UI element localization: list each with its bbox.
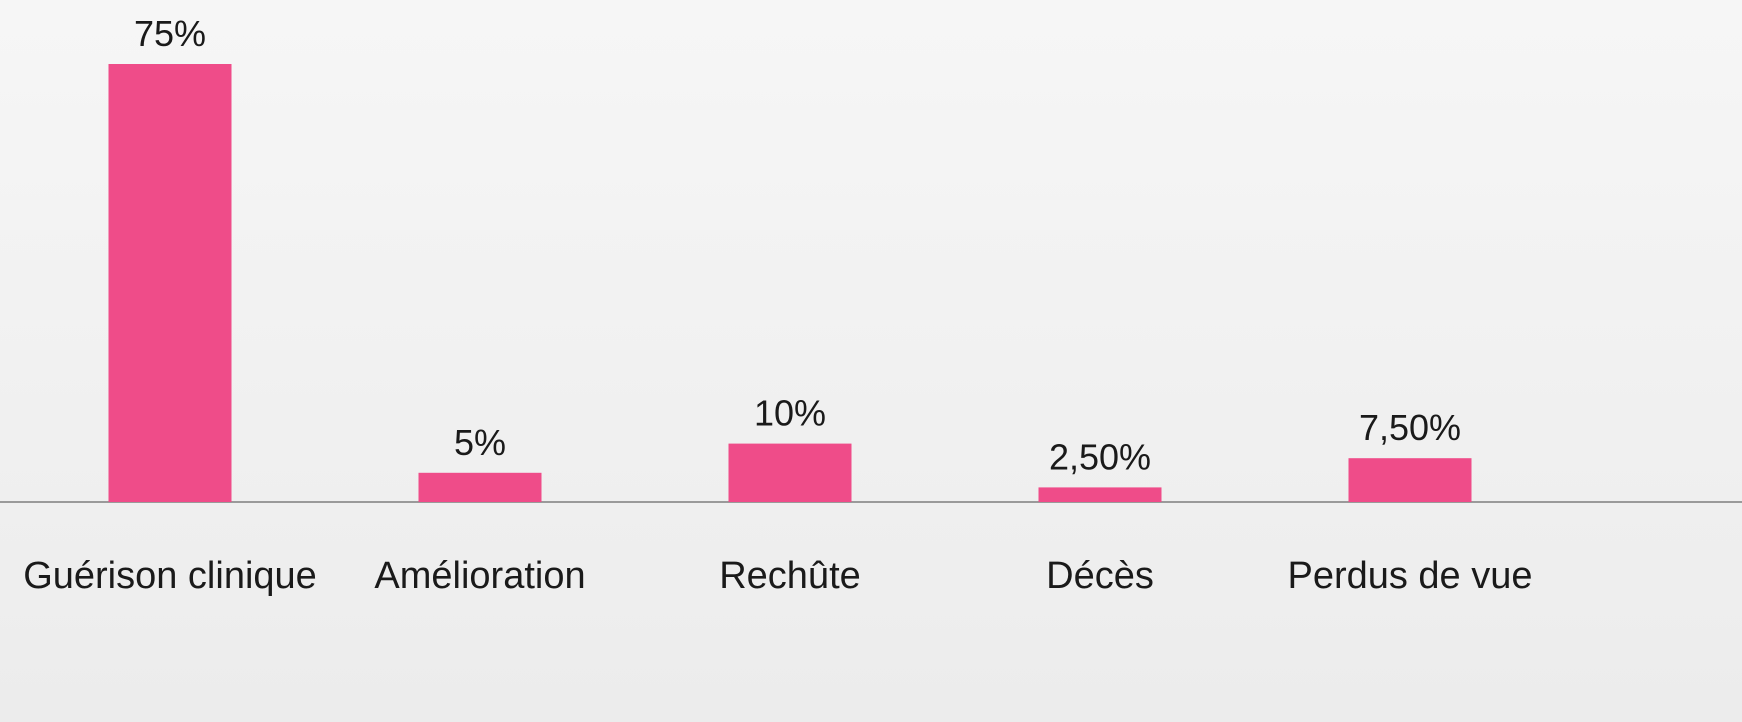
x-tick-label: Amélioration: [374, 555, 586, 597]
bar: [108, 64, 232, 502]
value-label: 2,50%: [1049, 436, 1151, 477]
value-label: 7,50%: [1359, 407, 1461, 448]
value-label: 75%: [134, 13, 206, 54]
bar: [728, 443, 852, 502]
value-label: 10%: [754, 393, 826, 434]
bar: [418, 472, 542, 502]
bar: [1348, 458, 1472, 502]
value-label: 5%: [454, 422, 506, 463]
x-tick-label: Rechûte: [719, 555, 861, 597]
x-tick-label: Décès: [1046, 555, 1154, 597]
bar: [1038, 487, 1162, 502]
x-tick-label: Guérison clinique: [23, 555, 317, 597]
x-tick-label: Perdus de vue: [1287, 555, 1533, 597]
